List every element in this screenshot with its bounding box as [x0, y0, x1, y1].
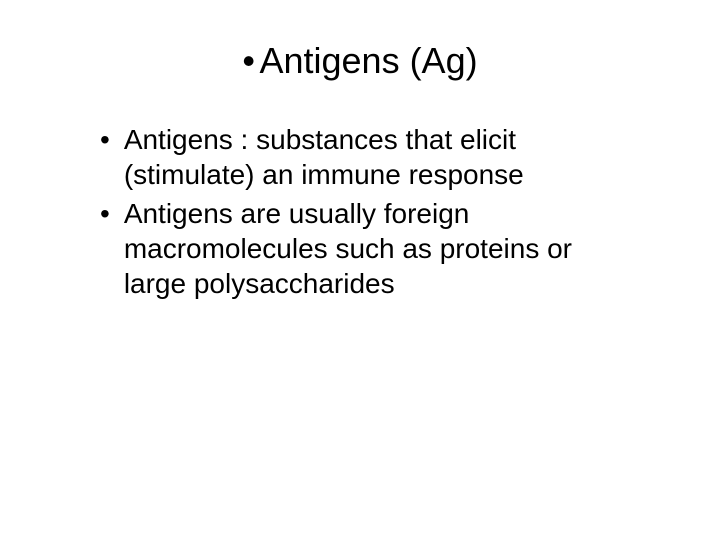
slide-title: Antigens (Ag)	[259, 40, 477, 82]
slide: • Antigens (Ag) • Antigens : substances …	[0, 0, 720, 540]
list-item: • Antigens : substances that elicit (sti…	[100, 122, 630, 192]
bullet-dot: •	[100, 122, 110, 157]
bullet-dot: •	[100, 196, 110, 231]
bullet-text: Antigens are usually foreign macromolecu…	[124, 196, 630, 301]
title-row: • Antigens (Ag)	[50, 40, 670, 82]
title-bullet: •	[242, 40, 255, 81]
bullet-text: Antigens : substances that elicit (stimu…	[124, 122, 630, 192]
body: • Antigens : substances that elicit (sti…	[50, 122, 670, 301]
list-item: • Antigens are usually foreign macromole…	[100, 196, 630, 301]
